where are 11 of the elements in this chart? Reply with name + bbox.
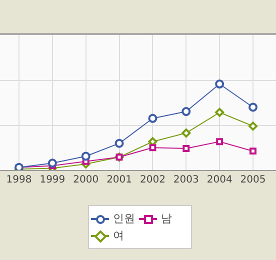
x-tick-label: 2003: [173, 174, 199, 186]
legend-label: 여: [113, 228, 124, 243]
x-tick-label: 2005: [240, 174, 266, 186]
x-tick-label: 2002: [140, 174, 166, 186]
legend-label: 인원: [113, 211, 135, 226]
x-tick-label: 2000: [73, 174, 99, 186]
x-tick-label: 2001: [106, 174, 132, 186]
x-tick-label: 1999: [40, 174, 66, 186]
x-tick-label: 2004: [206, 174, 232, 186]
legend-label: 남: [161, 211, 172, 226]
x-tick-label: 1998: [6, 174, 32, 186]
